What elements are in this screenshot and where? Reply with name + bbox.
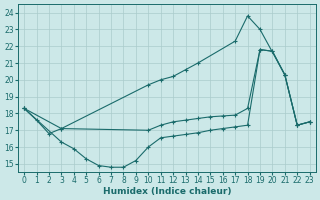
X-axis label: Humidex (Indice chaleur): Humidex (Indice chaleur) [103, 187, 231, 196]
